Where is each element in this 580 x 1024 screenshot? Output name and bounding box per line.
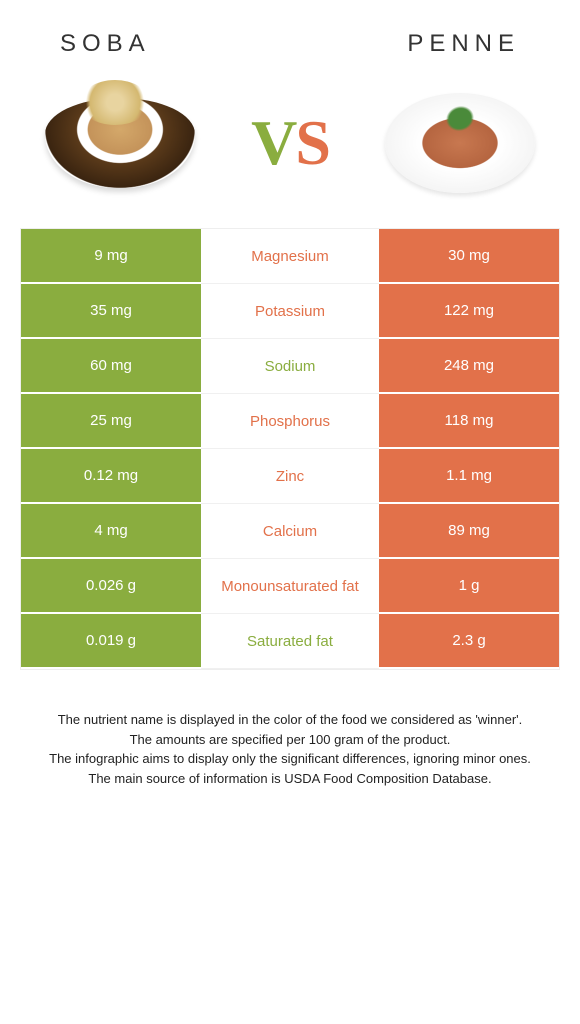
left-value-cell: 0.026 g xyxy=(21,559,201,614)
right-value-cell: 122 mg xyxy=(379,284,559,339)
right-value-cell: 1.1 mg xyxy=(379,449,559,504)
right-value-cell: 118 mg xyxy=(379,394,559,449)
table-row: 0.026 gMonounsaturated fat1 g xyxy=(21,559,559,614)
vs-s-letter: S xyxy=(295,107,329,178)
footer-line: The amounts are specified per 100 gram o… xyxy=(24,730,556,750)
vs-badge: VS xyxy=(251,106,329,180)
nutrient-name-cell: Phosphorus xyxy=(201,394,379,449)
header: SOBA PENNE xyxy=(0,0,580,68)
nutrient-name-cell: Saturated fat xyxy=(201,614,379,669)
left-value-cell: 60 mg xyxy=(21,339,201,394)
footer-notes: The nutrient name is displayed in the co… xyxy=(0,670,580,788)
left-value-cell: 0.019 g xyxy=(21,614,201,669)
nutrient-name-cell: Monounsaturated fat xyxy=(201,559,379,614)
table-row: 0.12 mgZinc1.1 mg xyxy=(21,449,559,504)
footer-line: The main source of information is USDA F… xyxy=(24,769,556,789)
soba-image xyxy=(30,78,210,208)
left-value-cell: 9 mg xyxy=(21,229,201,284)
table-row: 60 mgSodium248 mg xyxy=(21,339,559,394)
left-value-cell: 25 mg xyxy=(21,394,201,449)
left-value-cell: 4 mg xyxy=(21,504,201,559)
nutrient-name-cell: Potassium xyxy=(201,284,379,339)
nutrient-name-cell: Calcium xyxy=(201,504,379,559)
images-row: VS xyxy=(0,68,580,228)
table-row: 4 mgCalcium89 mg xyxy=(21,504,559,559)
table-row: 0.019 gSaturated fat2.3 g xyxy=(21,614,559,669)
right-value-cell: 2.3 g xyxy=(379,614,559,669)
left-food-title: SOBA xyxy=(60,30,151,58)
left-value-cell: 35 mg xyxy=(21,284,201,339)
vs-v-letter: V xyxy=(251,107,295,178)
table-row: 25 mgPhosphorus118 mg xyxy=(21,394,559,449)
footer-line: The infographic aims to display only the… xyxy=(24,749,556,769)
table-row: 35 mgPotassium122 mg xyxy=(21,284,559,339)
right-value-cell: 248 mg xyxy=(379,339,559,394)
right-value-cell: 1 g xyxy=(379,559,559,614)
nutrient-table: 9 mgMagnesium30 mg35 mgPotassium122 mg60… xyxy=(20,228,560,670)
nutrient-name-cell: Sodium xyxy=(201,339,379,394)
plate-illustration xyxy=(385,93,535,193)
bowl-illustration xyxy=(45,98,195,188)
right-value-cell: 89 mg xyxy=(379,504,559,559)
footer-line: The nutrient name is displayed in the co… xyxy=(24,710,556,730)
penne-image xyxy=(370,78,550,208)
left-value-cell: 0.12 mg xyxy=(21,449,201,504)
right-value-cell: 30 mg xyxy=(379,229,559,284)
nutrient-name-cell: Zinc xyxy=(201,449,379,504)
right-food-title: PENNE xyxy=(407,30,520,58)
table-row: 9 mgMagnesium30 mg xyxy=(21,229,559,284)
nutrient-name-cell: Magnesium xyxy=(201,229,379,284)
